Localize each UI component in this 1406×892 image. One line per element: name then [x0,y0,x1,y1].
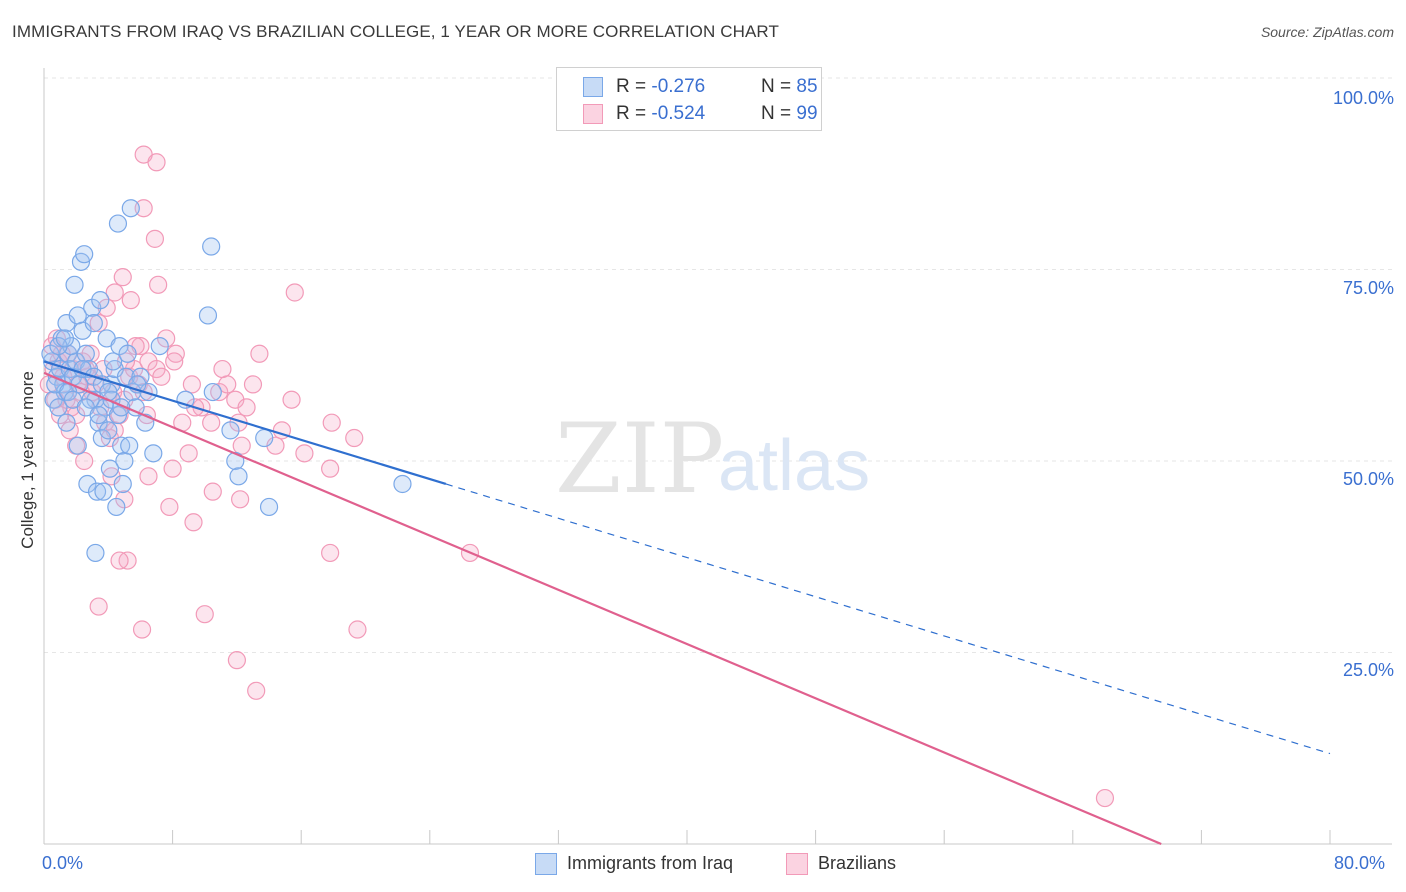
point-brazilians [296,445,313,462]
y-tick-75: 75.0% [1343,278,1394,299]
point-iraq [109,215,126,232]
point-iraq [56,330,73,347]
grid-lines [44,78,1392,653]
point-iraq [122,200,139,217]
point-iraq [95,483,112,500]
point-iraq [69,437,86,454]
point-brazilians [185,514,202,531]
point-brazilians [233,437,250,454]
legend-n-value-iraq: 85 [796,76,817,97]
point-iraq [261,498,278,515]
point-iraq [199,307,216,324]
point-brazilians [203,414,220,431]
legend-swatch-iraq [535,853,557,875]
y-tick-50: 50.0% [1343,469,1394,490]
legend-n-label: N = [761,103,796,124]
point-brazilians [90,598,107,615]
point-iraq [145,445,162,462]
point-iraq [87,544,104,561]
point-brazilians [323,414,340,431]
point-iraq [77,345,94,362]
point-iraq [108,498,125,515]
legend-swatch-iraq [583,77,603,97]
point-iraq [92,292,109,309]
point-brazilians [150,276,167,293]
point-brazilians [232,491,249,508]
point-brazilians [76,453,93,470]
point-brazilians [134,621,151,638]
point-brazilians [183,376,200,393]
point-iraq [204,384,221,401]
point-iraq [203,238,220,255]
point-brazilians [111,552,128,569]
point-iraq [100,422,117,439]
watermark-atlas: atlas [718,426,870,506]
point-iraq [222,422,239,439]
point-brazilians [322,460,339,477]
point-brazilians [196,606,213,623]
point-brazilians [228,652,245,669]
point-iraq [151,338,168,355]
point-brazilians [140,468,157,485]
point-brazilians [161,498,178,515]
point-brazilians [248,682,265,699]
point-brazilians [349,621,366,638]
point-iraq [76,246,93,263]
point-iraq [119,345,136,362]
point-brazilians [286,284,303,301]
point-brazilians [114,269,131,286]
legend-r-value-brazilians: -0.524 [651,103,705,124]
point-iraq [121,437,138,454]
point-brazilians [346,430,363,447]
point-iraq [114,475,131,492]
point-brazilians [148,154,165,171]
scatter-plot: ZIP atlas [0,0,1406,892]
point-brazilians [164,460,181,477]
point-brazilians [1096,790,1113,807]
point-iraq [256,430,273,447]
point-brazilians [153,368,170,385]
point-iraq [230,468,247,485]
series-legend: Immigrants from Iraq Brazilians [0,852,1406,878]
legend-swatch-brazilians [583,104,603,124]
point-iraq [394,475,411,492]
point-brazilians [283,391,300,408]
legend-r-value-iraq: -0.276 [651,76,705,97]
point-brazilians [214,361,231,378]
point-iraq [90,407,107,424]
legend-r-label: R = [616,76,651,97]
point-iraq [85,315,102,332]
legend-label-brazilians: Brazilians [818,853,896,874]
point-brazilians [166,353,183,370]
legend-n-value-brazilians: 99 [796,103,817,124]
point-brazilians [238,399,255,416]
point-brazilians [122,292,139,309]
point-brazilians [146,230,163,247]
correlation-legend: R = -0.276 N = 85 R = -0.524 N = 99 [556,67,822,131]
point-brazilians [251,345,268,362]
point-iraq [66,276,83,293]
legend-r-label: R = [616,103,651,124]
point-brazilians [244,376,261,393]
point-brazilians [322,544,339,561]
legend-label-iraq: Immigrants from Iraq [567,853,733,874]
legend-swatch-brazilians [786,853,808,875]
watermark-zip: ZIP [555,403,724,515]
y-tick-100: 100.0% [1333,88,1394,109]
point-brazilians [204,483,221,500]
legend-n-label: N = [761,76,796,97]
trend-line-iraq-extension [446,484,1330,754]
point-iraq [101,460,118,477]
point-iraq [58,414,75,431]
y-tick-25: 25.0% [1343,660,1394,681]
point-brazilians [180,445,197,462]
